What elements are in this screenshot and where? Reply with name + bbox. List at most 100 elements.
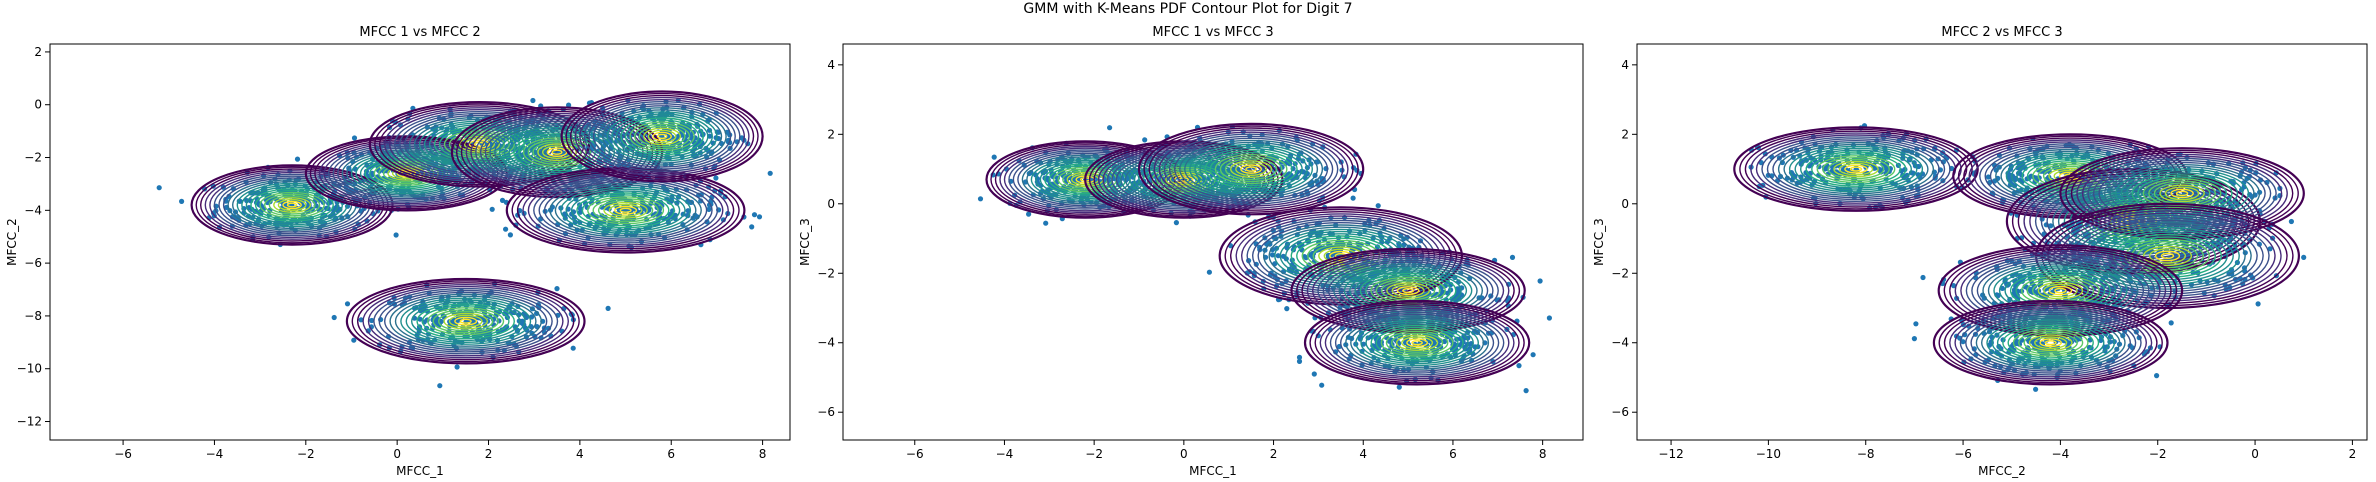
plot-area-3 [1734, 123, 2306, 392]
figure-suptitle: GMM with K-Means PDF Contour Plot for Di… [0, 0, 2376, 18]
scatter-point [345, 301, 350, 306]
scatter-point [571, 346, 576, 351]
y-tick-label: −2 [817, 266, 835, 280]
scatter-point [2169, 320, 2174, 325]
scatter-point [1413, 377, 1418, 382]
scatter-point [713, 175, 718, 180]
scatter-point [629, 245, 634, 250]
scatter-point [1397, 385, 1402, 390]
scatter-point [749, 224, 754, 229]
x-tick-label: 2 [485, 447, 493, 461]
scatter-point [179, 199, 184, 204]
x-tick-label: 6 [667, 447, 675, 461]
scatter-point [1351, 196, 1356, 201]
scatter-point [1207, 270, 1212, 275]
scatter-point [503, 227, 508, 232]
scatter-point [437, 383, 442, 388]
scatter-point [1078, 199, 1083, 204]
x-tick-label: −2 [1085, 447, 1103, 461]
x-tick-label: −4 [996, 447, 1014, 461]
y-tick-label: −6 [24, 256, 42, 270]
x-tick-label: 0 [393, 447, 401, 461]
scatter-point [1297, 359, 1302, 364]
scatter-point [2256, 301, 2261, 306]
y-tick-label: 2 [34, 45, 42, 59]
scatter-point [295, 157, 300, 162]
scatter-point [1597, 355, 1602, 360]
y-tick-label: 4 [827, 58, 835, 72]
scatter-point [1312, 371, 1317, 376]
x-axis-label: MFCC_1 [396, 464, 444, 478]
scatter-point [332, 315, 337, 320]
scatter-point [1851, 143, 1856, 148]
scatter-point [1376, 203, 1381, 208]
scatter-point [2184, 155, 2189, 160]
scatter-point [352, 135, 357, 140]
scatter-point [1174, 220, 1179, 225]
y-tick-label: −6 [817, 405, 835, 419]
scatter-point [752, 212, 757, 217]
scatter-point [1531, 352, 1536, 357]
scatter-point [1107, 125, 1112, 130]
scatter-point [296, 176, 301, 181]
x-tick-label: 0 [1180, 447, 1188, 461]
scatter-point [157, 185, 162, 190]
scatter-point [606, 306, 611, 311]
axes-frame [843, 44, 1583, 440]
y-tick-label: −8 [24, 309, 42, 323]
x-tick-label: 8 [1539, 447, 1547, 461]
scatter-point [554, 286, 559, 291]
scatter-point [490, 207, 495, 212]
scatter-point [1538, 278, 1543, 283]
scatter-point [1837, 201, 1842, 206]
x-tick-label: 4 [576, 447, 584, 461]
x-tick-label: 4 [1359, 447, 1367, 461]
y-tick-label: −2 [24, 151, 42, 165]
y-axis-label: MFCC_2 [5, 218, 19, 266]
y-tick-label: 2 [827, 127, 835, 141]
scatter-point [1510, 255, 1515, 260]
scatter-point [629, 232, 634, 237]
scatter-point [659, 119, 664, 124]
y-tick-label: 0 [827, 197, 835, 211]
scatter-point [1142, 137, 1147, 142]
scatter-point [978, 196, 983, 201]
x-tick-label: −4 [206, 447, 224, 461]
x-axis-label: MFCC_1 [1189, 464, 1237, 478]
x-tick-label: −2 [297, 447, 315, 461]
y-tick-label: −4 [24, 203, 42, 217]
scatter-point [1043, 221, 1048, 226]
y-axis-label: MFCC_3 [798, 218, 812, 266]
x-tick-label: −6 [906, 447, 924, 461]
scatter-point [992, 155, 997, 160]
y-tick-label: −12 [17, 415, 42, 429]
scatter-point [620, 192, 625, 197]
scatter-point [616, 196, 621, 201]
scatter-point [456, 303, 461, 308]
subplot-title: MFCC 1 vs MFCC 3 [1152, 25, 1273, 40]
y-tick-label: −10 [17, 362, 42, 376]
x-tick-label: −6 [114, 447, 132, 461]
plot-area-1 [157, 91, 773, 388]
plot-area-2 [978, 124, 1602, 393]
scatter-point [1524, 388, 1529, 393]
scatter-point [1284, 306, 1289, 311]
scatter-point [508, 232, 513, 237]
scatter-point [757, 214, 762, 219]
scatter-point [462, 297, 467, 302]
scatter-point [1547, 315, 1552, 320]
scatter-point [768, 171, 773, 176]
scatter-point [2289, 219, 2294, 224]
scatter-point [1319, 383, 1324, 388]
y-tick-label: 0 [34, 98, 42, 112]
y-tick-label: −4 [817, 336, 835, 350]
x-tick-label: 6 [1449, 447, 1457, 461]
x-tick-label: 8 [759, 447, 767, 461]
subplot-1: −6 −4 −2 0 2 4 6 8 −12 −10 −8 −6 −4 −2 0 2 MFCC 1 vs MFC… [5, 25, 790, 478]
subplot-title: MFCC 1 vs MFCC 2 [359, 25, 480, 40]
scatter-point [394, 232, 399, 237]
